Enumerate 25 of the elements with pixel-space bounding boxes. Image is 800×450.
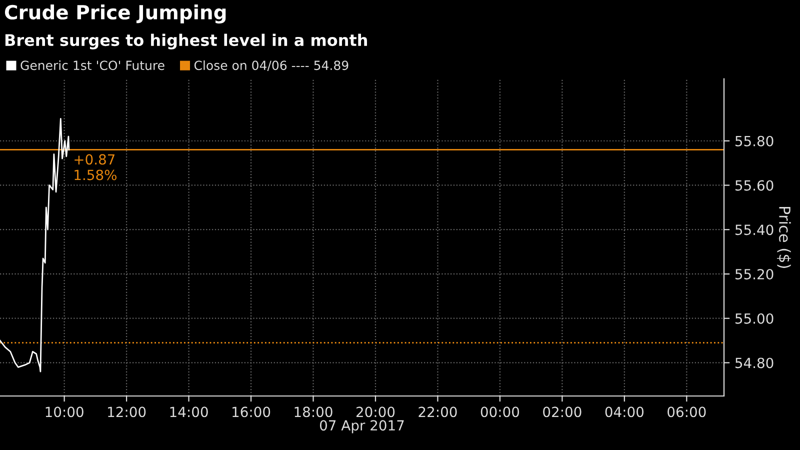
y-tick-label: 55.80 xyxy=(735,136,774,146)
x-tick-label: 22:00 xyxy=(418,406,457,418)
x-axis-title: 07 Apr 2017 xyxy=(320,420,404,434)
y-axis-title: Price ($) xyxy=(776,206,791,268)
y-tick-label: 54.80 xyxy=(735,358,774,368)
legend-label: Generic 1st 'CO' Future xyxy=(20,60,164,70)
chart-subtitle: Brent surges to highest level in a month xyxy=(5,34,367,50)
y-tick-label: 55.60 xyxy=(735,180,774,191)
x-tick-label: 16:00 xyxy=(232,406,270,418)
x-tick-label: 14:00 xyxy=(170,406,208,418)
x-tick-label: 18:00 xyxy=(294,406,332,418)
x-tick-label: 02:00 xyxy=(543,406,582,418)
x-tick-label: 10:00 xyxy=(46,406,84,418)
annotation: +0.87 1.58% xyxy=(74,154,116,180)
x-tick-label: 04:00 xyxy=(605,406,644,418)
legend-label: Close on 04/06 ---- 54.89 xyxy=(194,60,348,72)
x-tick-label: 12:00 xyxy=(108,406,146,418)
x-tick-label: 20:00 xyxy=(356,406,395,418)
y-tick-label: 55.00 xyxy=(735,313,774,324)
x-tick-label: 06:00 xyxy=(668,406,706,418)
y-tick-label: 55.20 xyxy=(735,268,774,280)
y-tick-label: 55.40 xyxy=(735,224,774,236)
chart-title: Crude Price Jumping xyxy=(4,4,226,24)
line-series xyxy=(0,118,70,372)
x-tick-label: 00:00 xyxy=(480,406,520,418)
